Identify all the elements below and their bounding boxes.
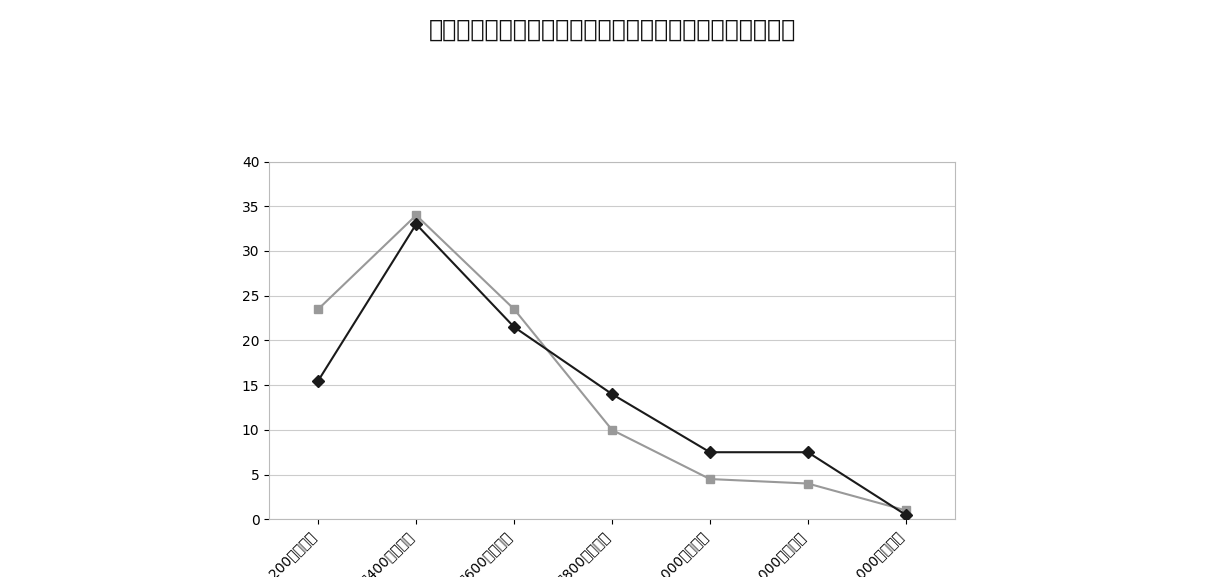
平成27年分  民間給与実態統計調査: [800, 480, 815, 487]
平成27年分  民間給与実態統計調査: [703, 475, 717, 482]
Line: 平成27年分  民間給与実態統計調査: 平成27年分 民間給与実態統計調査: [315, 211, 909, 515]
本調査: [605, 391, 619, 398]
本調査: [311, 377, 326, 384]
平成27年分  民間給与実態統計調査: [409, 212, 424, 219]
本調査: [507, 324, 521, 331]
平成27年分  民間給与実態統計調査: [311, 306, 326, 313]
本調査: [800, 449, 815, 456]
Text: 図表２－１５　本調査結果と民間給与実態統計調査の比較: 図表２－１５ 本調査結果と民間給与実態統計調査の比較: [428, 17, 796, 42]
平成27年分  民間給与実態統計調査: [605, 426, 619, 433]
平成27年分  民間給与実態統計調査: [898, 507, 913, 514]
平成27年分  民間給与実態統計調査: [507, 306, 521, 313]
本調査: [898, 511, 913, 518]
本調査: [703, 449, 717, 456]
本調査: [409, 221, 424, 228]
Line: 本調査: 本調査: [315, 220, 909, 519]
